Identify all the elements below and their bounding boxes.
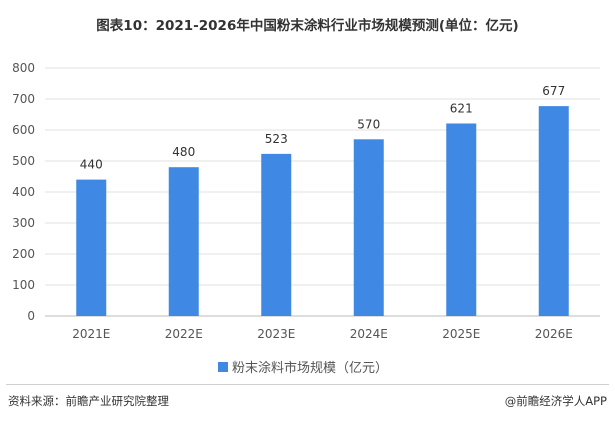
bar-2026E bbox=[538, 106, 569, 316]
data-label-2024E: 570 bbox=[357, 117, 380, 131]
x-tick-label-2025E: 2025E bbox=[442, 327, 480, 341]
y-tick-label: 300 bbox=[12, 216, 35, 230]
y-tick-label: 700 bbox=[12, 92, 35, 106]
legend: 粉末涂料市场规模（亿元） bbox=[218, 357, 388, 376]
bar-2023E bbox=[261, 153, 292, 316]
bar-2024E bbox=[353, 139, 384, 316]
data-labels: 440 480 523 570 621 677 bbox=[80, 84, 565, 171]
x-tick-label-2022E: 2022E bbox=[165, 327, 203, 341]
legend-swatch bbox=[218, 361, 228, 372]
x-tick-label-2021E: 2021E bbox=[72, 327, 110, 341]
bar-2025E bbox=[446, 123, 477, 317]
data-label-2021E: 440 bbox=[80, 158, 103, 172]
x-tick-label-2023E: 2023E bbox=[257, 327, 295, 341]
x-axis-ticks: 2021E 2022E 2023E 2024E 2025E 2026E bbox=[72, 327, 573, 341]
source-note: 资料来源：前瞻产业研究院整理 bbox=[8, 394, 169, 408]
data-label-2025E: 621 bbox=[450, 101, 473, 115]
bar-2022E bbox=[168, 167, 199, 316]
footer-divider bbox=[6, 384, 609, 385]
y-tick-label: 500 bbox=[12, 154, 35, 168]
chart-title: 图表10：2021-2026年中国粉末涂料行业市场规模预测(单位：亿元) bbox=[96, 18, 519, 34]
bar-2021E bbox=[76, 179, 107, 316]
x-tick-label-2024E: 2024E bbox=[350, 327, 388, 341]
data-label-2026E: 677 bbox=[542, 84, 565, 98]
data-label-2023E: 523 bbox=[265, 132, 288, 146]
brand-credit: @前瞻经济学人APP bbox=[504, 394, 607, 408]
x-tick-label-2026E: 2026E bbox=[535, 327, 573, 341]
y-tick-label: 600 bbox=[12, 123, 35, 137]
y-axis-ticks: 0 100 200 300 400 500 600 700 800 bbox=[12, 61, 35, 323]
gridlines bbox=[45, 67, 600, 317]
y-tick-label: 800 bbox=[12, 61, 35, 75]
y-tick-label: 400 bbox=[12, 185, 35, 199]
y-tick-label: 200 bbox=[12, 247, 35, 261]
bar-chart: 0 100 200 300 400 500 600 700 800 440 480 523 570 62… bbox=[12, 61, 600, 341]
y-tick-label: 100 bbox=[12, 278, 35, 292]
bars bbox=[76, 106, 569, 317]
y-tick-label: 0 bbox=[27, 309, 35, 323]
legend-label: 粉末涂料市场规模（亿元） bbox=[232, 361, 389, 376]
data-label-2022E: 480 bbox=[172, 145, 195, 159]
